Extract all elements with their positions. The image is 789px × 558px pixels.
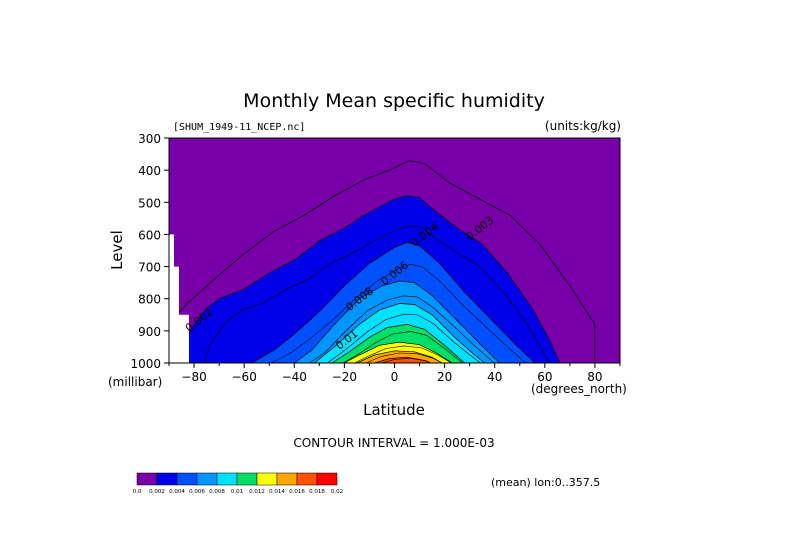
x-axis: −80 −60 −40 −20 0 20 40 60 80 xyxy=(168,363,621,384)
file-label: [SHUM_1949-11_NCEP.nc] xyxy=(173,122,305,133)
contour-line-mid-1 xyxy=(270,263,526,364)
colorbar-swatch-5 xyxy=(236,472,258,486)
footer-text: (mean) lon:0..357.5 xyxy=(491,476,600,489)
missing-data-region xyxy=(169,234,189,363)
x-tick-label-3: −20 xyxy=(332,370,357,384)
y-tick-label-3: 600 xyxy=(138,228,161,242)
y-tick-label-7: 1000 xyxy=(130,357,161,371)
y-axis-label: Level xyxy=(108,230,126,270)
contour-line-mid-6 xyxy=(365,352,443,364)
x-tick-label-0: −80 xyxy=(181,370,206,384)
contour-line-outer xyxy=(176,160,596,364)
y-tick-label-4: 700 xyxy=(138,261,161,275)
x-tick-label-4: 0 xyxy=(391,370,399,384)
y-tick-label-0: 300 xyxy=(138,132,161,146)
colorbar-tick-label-5: 0.01 xyxy=(231,489,243,495)
contour-line-mid-2 xyxy=(309,295,495,364)
units-label: (units:kg/kg) xyxy=(545,119,621,133)
colorbar-tick-label-1: 0.002 xyxy=(149,489,165,495)
y-units-label: (millibar) xyxy=(108,375,162,389)
colorbar-swatch-3 xyxy=(196,472,218,486)
colorbar-tick-label-10: 0.02 xyxy=(331,489,343,495)
colorbar-swatch-2 xyxy=(176,472,198,486)
colorbar-swatch-1 xyxy=(156,472,178,486)
x-tick-label-6: 40 xyxy=(487,370,502,384)
colorbar-tick-label-7: 0.014 xyxy=(269,489,285,495)
x-tick-label-5: 20 xyxy=(437,370,452,384)
x-axis-label: Latitude xyxy=(363,401,425,419)
colorbar-swatch-7 xyxy=(276,472,298,486)
contour-line-mid-5 xyxy=(354,345,452,364)
y-tick-label-6: 900 xyxy=(138,325,161,339)
y-tick-label-5: 800 xyxy=(138,293,161,307)
colorbar-tick-label-6: 0.012 xyxy=(249,489,265,495)
colorbar-swatch-9 xyxy=(316,472,338,486)
colorbar-tick-label-2: 0.004 xyxy=(169,489,185,495)
colorbar: 0.0 0.002 0.004 0.006 0.008 0.01 0.012 0.014 0.0… xyxy=(133,472,343,495)
x-tick-label-7: 60 xyxy=(537,370,552,384)
x-tick-label-1: −60 xyxy=(232,370,257,384)
colorbar-tick-label-4: 0.008 xyxy=(209,489,225,495)
colorbar-tick-label-8: 0.016 xyxy=(289,489,305,495)
plot-area xyxy=(169,138,620,364)
colorbar-swatch-0 xyxy=(136,472,158,486)
y-tick-label-1: 400 xyxy=(138,164,161,178)
y-tick-label-2: 500 xyxy=(138,196,161,210)
colorbar-tick-label-3: 0.006 xyxy=(189,489,205,495)
contour-interval-text: CONTOUR INTERVAL = 1.000E-03 xyxy=(293,436,494,450)
y-axis: 300 400 500 600 700 800 900 1000 xyxy=(130,132,169,371)
chart-title: Monthly Mean specific humidity xyxy=(243,90,545,112)
colorbar-tick-label-0: 0.0 xyxy=(133,489,142,495)
x-units-label: (degrees_north) xyxy=(531,382,627,396)
colorbar-swatch-4 xyxy=(216,472,238,486)
colorbar-swatch-8 xyxy=(296,472,318,486)
colorbar-swatch-6 xyxy=(256,472,278,486)
x-tick-label-2: −40 xyxy=(282,370,307,384)
colorbar-tick-label-9: 0.018 xyxy=(309,489,325,495)
contour-line-mid-7 xyxy=(381,357,432,364)
contour-line-mid-0 xyxy=(205,225,549,364)
x-tick-label-8: 80 xyxy=(587,370,602,384)
contour-line-mid-3 xyxy=(327,313,481,364)
contour-line-mid-4 xyxy=(342,331,463,364)
